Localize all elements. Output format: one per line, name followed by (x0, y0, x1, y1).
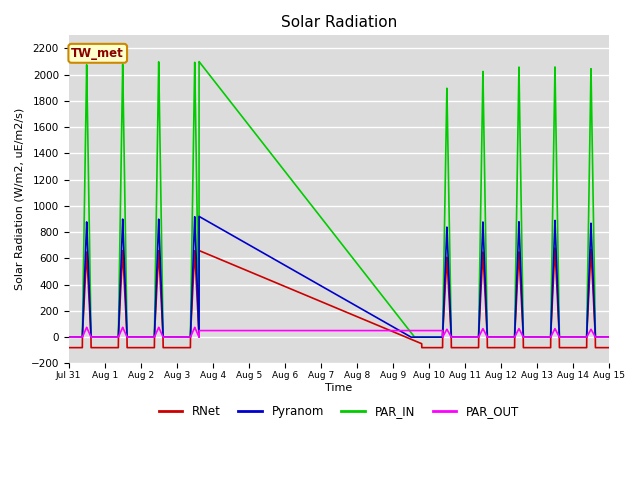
PAR_OUT (605, 334, 613, 340)
PAR_OUT (412, 328, 419, 334)
PAR_OUT (570, 334, 578, 340)
RNet (605, 345, 613, 350)
Text: TW_met: TW_met (71, 47, 124, 60)
RNet (412, 338, 419, 344)
Pyranom (321, 285, 328, 291)
PAR_IN (200, 64, 207, 70)
PAR_OUT (65, 334, 72, 340)
Line: PAR_OUT: PAR_OUT (68, 327, 609, 337)
PAR_OUT (200, 328, 207, 334)
Pyranom (195, 214, 203, 219)
PAR_IN (65, 334, 72, 340)
Pyranom (392, 325, 399, 331)
Pyranom (65, 334, 72, 340)
Legend: RNet, Pyranom, PAR_IN, PAR_OUT: RNet, Pyranom, PAR_IN, PAR_OUT (154, 401, 524, 423)
X-axis label: Time: Time (325, 383, 353, 393)
Line: RNet: RNet (68, 248, 609, 348)
Pyranom (200, 216, 207, 222)
PAR_IN (605, 334, 613, 340)
Pyranom (605, 334, 613, 340)
PAR_OUT (452, 334, 460, 340)
PAR_IN (452, 334, 460, 340)
Y-axis label: Solar Radiation (W/m2, uE/m2/s): Solar Radiation (W/m2, uE/m2/s) (15, 108, 25, 290)
Line: PAR_IN: PAR_IN (68, 61, 609, 337)
RNet (452, 345, 460, 350)
PAR_IN (195, 59, 203, 64)
RNet (65, 345, 72, 350)
PAR_IN (570, 334, 578, 340)
PAR_IN (321, 219, 328, 225)
RNet (392, 330, 399, 336)
Pyranom (452, 334, 460, 340)
PAR_IN (412, 334, 419, 340)
PAR_OUT (392, 328, 399, 334)
RNet (200, 250, 207, 255)
Pyranom (412, 334, 419, 340)
PAR_OUT (119, 324, 127, 330)
PAR_IN (392, 310, 399, 316)
RNet (321, 300, 328, 306)
Title: Solar Radiation: Solar Radiation (281, 15, 397, 30)
Line: Pyranom: Pyranom (68, 216, 609, 337)
Pyranom (570, 334, 578, 340)
RNet (570, 345, 578, 350)
RNet (551, 245, 559, 251)
PAR_OUT (321, 328, 328, 334)
